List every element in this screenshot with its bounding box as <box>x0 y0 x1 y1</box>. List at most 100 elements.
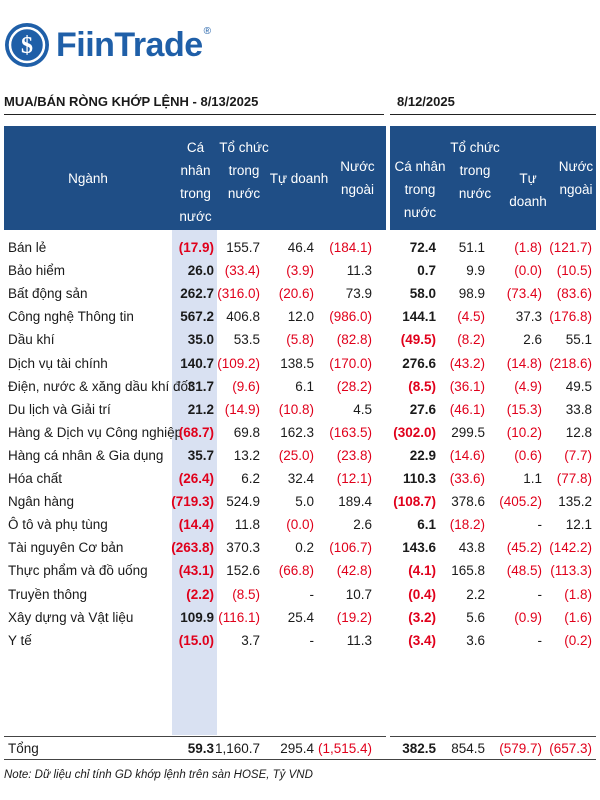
value-cell: (49.5) <box>400 332 436 348</box>
sector-name: Công nghệ Thông tin <box>8 309 134 325</box>
total-bottom-border <box>4 759 596 760</box>
value-cell: 49.5 <box>565 378 592 394</box>
value-cell: (3.2) <box>408 609 436 625</box>
value-cell: 37.3 <box>515 309 542 325</box>
header-foreign-prev: Nước ngoài <box>558 159 594 197</box>
sector-name: Bất động sản <box>8 286 88 302</box>
value-cell: 53.5 <box>233 332 260 348</box>
value-cell: 51.1 <box>458 240 485 255</box>
value-cell: 69.8 <box>233 424 260 440</box>
value-cell: 378.6 <box>451 494 485 510</box>
value-cell: (2.2) <box>186 586 214 602</box>
sector-name: Bảo hiểm <box>8 263 66 279</box>
value-cell: (3.4) <box>408 632 436 648</box>
value-cell: (0.2) <box>564 632 592 648</box>
value-cell: (170.0) <box>329 355 372 371</box>
value-cell: (43.1) <box>178 563 214 579</box>
value-cell: (3.9) <box>286 263 314 279</box>
value-cell: (66.8) <box>278 563 314 579</box>
value-cell: (116.1) <box>218 609 260 625</box>
value-cell: 276.6 <box>402 355 436 371</box>
value-cell: 12.8 <box>565 424 592 440</box>
table-row: Ô tô và phụ tùng (14.4) 11.8 (0.0) 2.6 6.1 (18… <box>4 513 596 536</box>
value-cell: (0.0) <box>286 517 314 533</box>
value-cell: (405.2) <box>499 494 542 510</box>
table-row: Bán lẻ (17.9) 155.7 46.4 (184.1) 72.4 51.1 (1.8… <box>4 236 596 259</box>
value-cell: (302.0) <box>393 424 436 440</box>
sector-name: Bán lẻ <box>8 240 47 255</box>
value-cell: - <box>309 586 315 602</box>
value-cell: (9.6) <box>232 378 260 394</box>
value-cell: (184.1) <box>329 240 372 255</box>
value-cell: 1.1 <box>523 471 542 486</box>
table-header: Ngành Cá nhân trong nước Tổ chức trong nước … <box>4 126 596 230</box>
value-cell: (0.4) <box>408 586 436 602</box>
sector-name: Hàng cá nhân & Gia dụng <box>8 447 164 463</box>
value-cell: (14.9) <box>224 401 260 417</box>
value-cell: 138.5 <box>280 355 314 371</box>
value-cell: - <box>537 517 543 533</box>
value-cell: (163.5) <box>329 424 372 440</box>
value-cell: (73.4) <box>506 286 542 302</box>
sector-name: Ngân hàng <box>8 494 75 510</box>
value-cell: 165.8 <box>451 563 485 579</box>
value-cell: (28.2) <box>336 378 372 394</box>
value-cell: (4.5) <box>457 309 485 325</box>
table-row: Hàng cá nhân & Gia dụng 35.7 13.2 (25.0) (23… <box>4 444 596 467</box>
value-cell: (1.8) <box>564 586 592 602</box>
value-cell: 32.4 <box>287 471 314 486</box>
value-cell: 25.4 <box>287 609 314 625</box>
value-cell: 854.5 <box>451 741 485 756</box>
value-cell: (113.3) <box>550 563 592 579</box>
title-underline-right <box>390 114 596 115</box>
brand-logo: $ FiinTrade ® <box>4 20 211 70</box>
value-cell: (121.7) <box>549 240 592 255</box>
value-cell: 11.3 <box>346 632 372 648</box>
title-left: MUA/BÁN RÒNG KHỚP LỆNH - 8/13/2025 <box>4 94 259 109</box>
value-cell: 72.4 <box>409 240 436 255</box>
value-cell: 2.6 <box>523 332 542 348</box>
value-cell: 58.0 <box>409 286 436 302</box>
header-individual-prev: Cá nhân trong nước <box>394 159 446 220</box>
value-cell: (10.8) <box>278 401 314 417</box>
value-cell: 2.6 <box>353 517 372 533</box>
value-cell: 27.6 <box>409 401 436 417</box>
value-cell: 155.7 <box>226 240 260 255</box>
value-cell: (45.2) <box>506 540 542 556</box>
period-separator <box>386 126 390 758</box>
value-cell: 11.3 <box>346 263 372 279</box>
value-cell: 189.4 <box>338 494 372 510</box>
sector-name: Xây dựng và Vật liệu <box>8 609 134 625</box>
value-cell: (316.0) <box>217 286 260 302</box>
value-cell: 140.7 <box>180 355 214 371</box>
value-cell: (579.7) <box>499 741 542 756</box>
header-foreign: Nước ngoài <box>340 159 375 197</box>
header-institution: Tổ chức trong nước <box>219 140 269 201</box>
value-cell: - <box>537 586 543 602</box>
brand-registered: ® <box>203 25 212 37</box>
sector-name: Hàng & Dịch vụ Công nghiệp <box>8 424 183 440</box>
value-cell: 35.7 <box>187 447 214 463</box>
value-cell: 43.8 <box>458 540 485 556</box>
value-cell: 33.8 <box>565 401 592 417</box>
table-row: Dầu khí 35.0 53.5 (5.8) (82.8) (49.5) (8.2) 2.6… <box>4 328 596 351</box>
value-cell: (14.8) <box>506 355 542 371</box>
value-cell: (218.6) <box>549 355 592 371</box>
value-cell: (77.8) <box>556 471 592 486</box>
value-cell: (176.8) <box>549 309 592 325</box>
value-cell: 9.9 <box>466 263 485 279</box>
value-cell: 98.9 <box>458 286 485 302</box>
value-cell: 2.2 <box>466 586 485 602</box>
value-cell: 11.8 <box>234 517 260 533</box>
value-cell: 26.0 <box>187 263 214 279</box>
value-cell: 5.0 <box>295 494 314 510</box>
value-cell: 262.7 <box>180 286 214 302</box>
value-cell: 55.1 <box>565 332 592 348</box>
value-cell: (18.2) <box>449 517 485 533</box>
value-cell: (12.1) <box>336 471 372 486</box>
brand-name: FiinTrade <box>56 25 203 64</box>
value-cell: 5.6 <box>466 609 485 625</box>
value-cell: (20.6) <box>278 286 314 302</box>
header-proprietary-prev: Tự doanh <box>509 171 547 209</box>
sector-name: Ô tô và phụ tùng <box>8 517 108 533</box>
